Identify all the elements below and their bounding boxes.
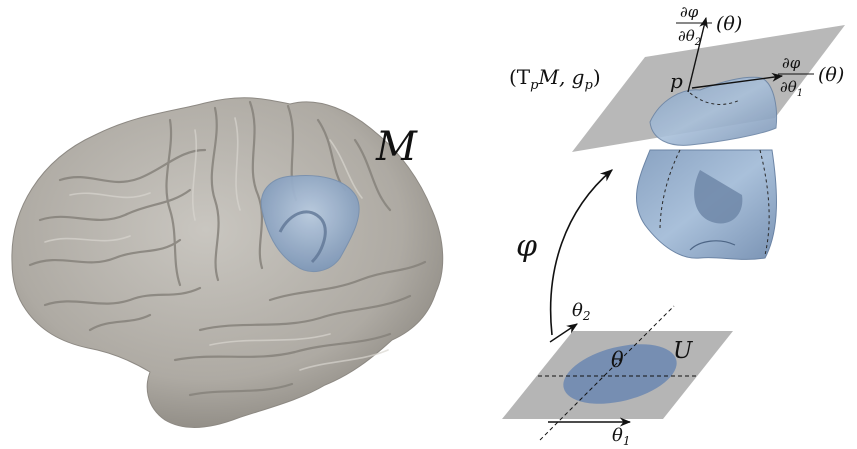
manifold-label: M <box>375 124 418 170</box>
svg-text:∂φ: ∂φ <box>782 54 801 72</box>
mapped-surface <box>636 149 777 260</box>
tangent-vector-theta1 <box>691 72 784 89</box>
theta2-axis-arrow <box>549 323 578 343</box>
mapped-surface-top <box>649 76 778 146</box>
partial-derivative-theta1-label: ∂φ ∂θ1 (θ) <box>778 54 844 99</box>
svg-text:∂θ2: ∂θ2 <box>678 27 701 48</box>
point-p-label: p <box>670 69 683 93</box>
domain-label: U <box>673 338 694 364</box>
brain-patch <box>260 175 360 273</box>
map-label: φ <box>516 229 537 264</box>
tangent-space-label: (TpM, gp) <box>509 65 601 93</box>
tangent-vectors <box>687 16 784 93</box>
svg-text:(θ): (θ) <box>818 64 844 86</box>
parameter-domain <box>502 305 733 441</box>
map-arrow <box>549 169 613 336</box>
svg-text:∂φ: ∂φ <box>680 3 699 21</box>
theta2-axis-label: θ2 <box>572 300 590 323</box>
param-point-label: θ <box>611 348 624 372</box>
svg-text:(θ): (θ) <box>716 13 742 35</box>
theta1-axis-label: θ1 <box>612 425 630 448</box>
partial-derivative-theta2-label: ∂φ ∂θ2 (θ) <box>676 3 742 48</box>
svg-text:∂θ1: ∂θ1 <box>780 78 803 99</box>
tangent-vector-theta2 <box>687 16 708 93</box>
